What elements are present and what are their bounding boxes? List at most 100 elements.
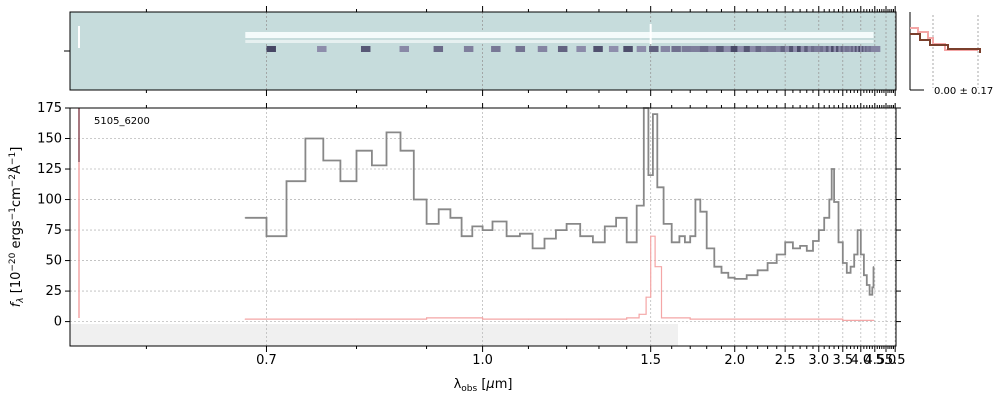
error-point bbox=[784, 318, 786, 320]
flux-point bbox=[831, 168, 833, 170]
flux-point bbox=[706, 247, 708, 249]
image-dark-trace bbox=[708, 46, 718, 52]
spectrum-plot-panel: 0.7 1.0 1.5 2.0 2.5 3.0 3.54.04.55.05.5 0 25 50 7… bbox=[8, 101, 906, 394]
error-point bbox=[660, 317, 663, 319]
flux-point bbox=[784, 241, 786, 243]
flux-point bbox=[519, 233, 521, 235]
flux-point bbox=[592, 241, 594, 243]
flux-point bbox=[371, 164, 373, 166]
x-tick-label: 3.5 bbox=[832, 353, 853, 368]
flux-point bbox=[425, 223, 428, 225]
series-layer bbox=[244, 107, 875, 321]
y-tick-labels: 0 25 50 75 100 125 150 175 bbox=[37, 101, 62, 330]
image-dark-trace bbox=[870, 46, 881, 52]
flux-point bbox=[871, 286, 873, 289]
image-dark-trace bbox=[593, 46, 603, 52]
image-dark-trace bbox=[576, 46, 586, 52]
error-line bbox=[245, 235, 874, 321]
image-dark-trace bbox=[737, 46, 747, 52]
flux-point bbox=[799, 245, 801, 247]
flux-point bbox=[868, 294, 871, 296]
flux-point bbox=[604, 225, 606, 227]
flux-point bbox=[244, 217, 246, 219]
error-point bbox=[654, 266, 656, 268]
histogram-label: 0.00 ± 0.17 bbox=[934, 86, 993, 97]
flux-point bbox=[285, 180, 288, 182]
image-dark-trace bbox=[433, 46, 444, 52]
flux-point bbox=[438, 208, 440, 210]
flux-point bbox=[322, 159, 324, 162]
image-dark-trace bbox=[730, 46, 741, 52]
flux-point bbox=[636, 205, 638, 207]
flux-point bbox=[837, 241, 840, 243]
image-dark-trace bbox=[463, 46, 474, 52]
histogram-step bbox=[910, 33, 981, 53]
flux-point bbox=[842, 262, 844, 264]
flux-point bbox=[566, 223, 568, 225]
flux-point bbox=[872, 266, 875, 268]
flux-point bbox=[767, 262, 769, 264]
image-dark-trace bbox=[699, 46, 710, 52]
image-dark-trace bbox=[608, 46, 619, 52]
flux-point bbox=[491, 220, 494, 223]
y-tick-label: 75 bbox=[45, 223, 62, 238]
flux-point bbox=[399, 150, 402, 152]
error-point bbox=[818, 318, 820, 320]
image-dark-trace bbox=[690, 46, 701, 52]
error-point bbox=[527, 318, 530, 320]
image-line-emission bbox=[649, 24, 652, 44]
flux-point bbox=[481, 229, 484, 231]
flux-point bbox=[757, 269, 759, 271]
flux-point bbox=[339, 180, 341, 182]
error-point bbox=[244, 318, 246, 320]
x-tick-label: 2.0 bbox=[724, 353, 745, 368]
flux-point bbox=[506, 235, 508, 237]
spectrum-image-trace bbox=[78, 24, 881, 52]
image-dark-trace bbox=[755, 46, 766, 52]
flux-point bbox=[304, 137, 307, 140]
image-dark-trace bbox=[360, 46, 371, 52]
flux-point bbox=[652, 113, 654, 115]
image-dark-trace bbox=[681, 46, 691, 52]
image-bright-strip bbox=[245, 32, 874, 38]
flux-point bbox=[656, 186, 658, 188]
x-tick-label: 1.5 bbox=[640, 353, 661, 368]
error-point bbox=[645, 296, 647, 298]
flux-series bbox=[244, 107, 875, 296]
image-dark-trace bbox=[660, 46, 671, 52]
flux-point bbox=[543, 237, 546, 240]
histogram-panel: 0.00 ± 0.17 bbox=[909, 12, 993, 97]
y-tick-label: 150 bbox=[37, 132, 62, 147]
image-dark-trace bbox=[761, 46, 771, 52]
flux-point bbox=[626, 241, 628, 243]
error-point bbox=[842, 319, 844, 321]
image-dark-trace bbox=[557, 46, 568, 52]
flux-point bbox=[776, 253, 778, 256]
flux-point bbox=[460, 235, 463, 237]
x-tick-label: 4.0 bbox=[850, 353, 871, 368]
image-dark-trace bbox=[623, 46, 633, 52]
flux-point bbox=[694, 198, 696, 201]
error-point bbox=[860, 319, 862, 321]
image-dark-trace bbox=[317, 46, 327, 52]
flux-point bbox=[863, 274, 865, 276]
flux-point bbox=[792, 247, 794, 249]
image-dark-trace bbox=[649, 46, 659, 52]
y-tick-label: 50 bbox=[45, 254, 62, 269]
image-dark-trace bbox=[671, 46, 681, 52]
error-point bbox=[598, 318, 600, 320]
error-point bbox=[355, 318, 358, 320]
error-point bbox=[650, 235, 652, 237]
image-dark-trace bbox=[636, 46, 647, 52]
image-dark-trace bbox=[766, 46, 776, 52]
error-point bbox=[638, 313, 640, 315]
y-tick-label: 25 bbox=[45, 284, 62, 299]
flux-point bbox=[853, 253, 855, 256]
y-tick-label: 0 bbox=[54, 315, 62, 330]
error-point bbox=[872, 319, 875, 321]
image-edge-mark bbox=[78, 26, 80, 48]
x-tick-label: 5.5 bbox=[885, 353, 906, 368]
image-dark-trace bbox=[491, 46, 501, 52]
image-dark-trace bbox=[399, 46, 409, 52]
error-point bbox=[734, 318, 736, 320]
